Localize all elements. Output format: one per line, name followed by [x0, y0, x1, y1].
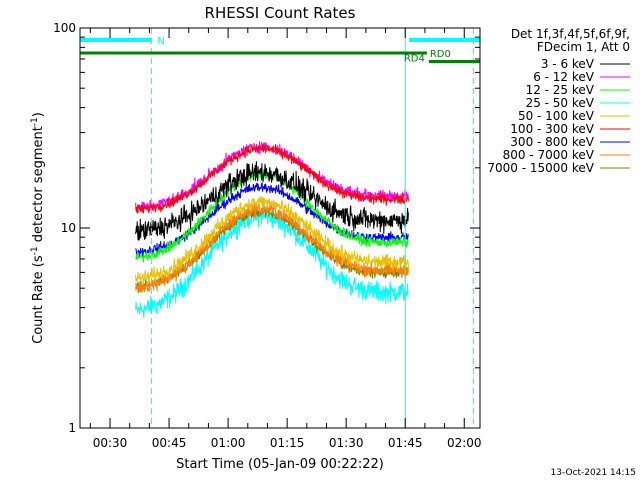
- chart-title: RHESSI Count Rates: [205, 4, 356, 22]
- series-line: [135, 143, 409, 214]
- legend-item-label: 7000 - 15000 keV: [487, 161, 594, 175]
- tick-layer: 00:30 00:45 01:00 01:15 01:30 01:45 02:00 1 10 10…: [53, 21, 481, 450]
- decimation-label: RD0: [430, 49, 451, 60]
- legend-header-line2: FDecim 1, Att 0: [537, 40, 630, 54]
- plot-area: N RD0 RD4 00:30 00:45 01:00 01:15 01:30 01:45 02…: [53, 21, 481, 450]
- legend-item-label: 50 - 100 keV: [518, 109, 595, 123]
- decimation-label: RD4: [404, 53, 425, 64]
- series-layer: [135, 141, 409, 319]
- legend-item-label: 3 - 6 keV: [541, 57, 595, 71]
- legend-item-label: 800 - 7000 keV: [503, 148, 595, 162]
- series-line: [135, 205, 409, 319]
- night-interval-label: N: [157, 36, 164, 47]
- legend: Det 1f,3f,4f,5f,6f,9f, FDecim 1, Att 0 3…: [487, 27, 630, 175]
- legend-item-label: 100 - 300 keV: [510, 122, 594, 136]
- y-tick-label: 10: [61, 221, 76, 235]
- legend-item-label: 6 - 12 keV: [533, 70, 595, 84]
- x-tick-label: 00:45: [152, 436, 187, 450]
- x-tick-label: 01:30: [329, 436, 364, 450]
- y-tick-label: 1: [68, 421, 76, 435]
- marker-layer: N RD0 RD4: [80, 28, 480, 428]
- y-tick-label: 100: [53, 21, 76, 35]
- footer-timestamp: 13-Oct-2021 14:15: [551, 468, 636, 478]
- x-tick-label: 01:45: [388, 436, 423, 450]
- series-line: [135, 161, 409, 241]
- x-tick-label: 01:15: [270, 436, 305, 450]
- y-axis-label: Count Rate (s-1 detector segment-1): [30, 112, 46, 344]
- x-tick-label: 02:00: [447, 436, 482, 450]
- legend-item-label: 25 - 50 keV: [526, 96, 595, 110]
- legend-item-label: 12 - 25 keV: [526, 83, 595, 97]
- series-line: [135, 196, 409, 284]
- x-tick-label: 01:00: [211, 436, 246, 450]
- legend-item-label: 300 - 800 keV: [510, 135, 594, 149]
- series-line: [135, 202, 409, 293]
- series-line: [135, 181, 409, 258]
- legend-header-line1: Det 1f,3f,4f,5f,6f,9f,: [511, 27, 630, 41]
- x-axis-label: Start Time (05-Jan-09 00:22:22): [176, 457, 384, 472]
- x-tick-label: 00:30: [93, 436, 128, 450]
